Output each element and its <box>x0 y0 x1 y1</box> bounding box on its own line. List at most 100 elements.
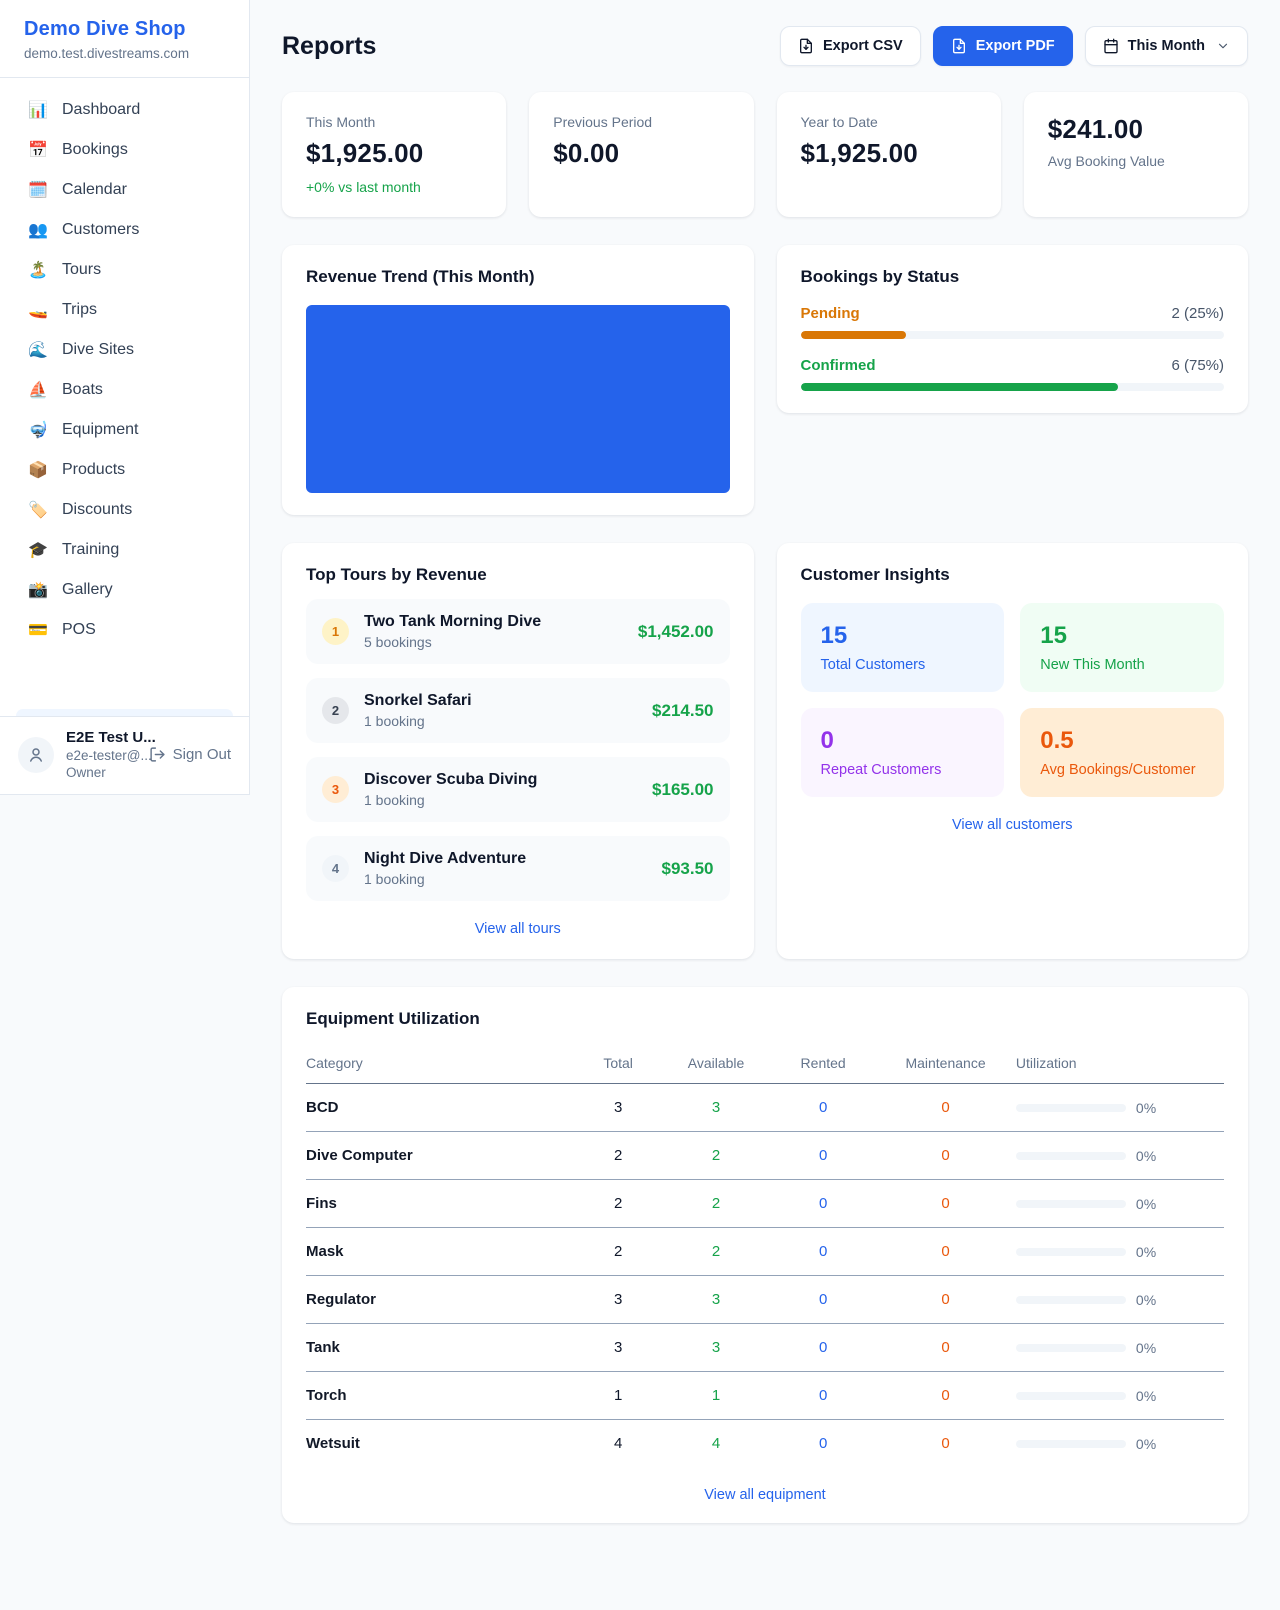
column-header-maintenance: Maintenance <box>905 1055 986 1071</box>
equipment-total: 3 <box>613 1099 623 1116</box>
equipment-total: 1 <box>613 1387 623 1404</box>
sidebar-item-customers[interactable]: 👥 Customers <box>16 210 233 250</box>
sidebar-item-equipment[interactable]: 🤿 Equipment <box>16 410 233 450</box>
equipment-total: 2 <box>613 1195 623 1212</box>
sidebar-item-label: Tours <box>62 261 102 278</box>
equipment-maintenance: 0 <box>941 1099 950 1116</box>
equipment-total: 4 <box>613 1435 623 1452</box>
sidebar-item-pos[interactable]: 💳 POS <box>16 610 233 650</box>
utilization-bar <box>1015 1343 1126 1352</box>
sidebar-item-gallery[interactable]: 📸 Gallery <box>16 570 233 610</box>
tour-revenue: $1,452.00 <box>637 621 714 641</box>
sidebar-item-dashboard[interactable]: 📊 Dashboard <box>16 90 233 130</box>
sidebar-item-dive-sites[interactable]: 🌊 Dive Sites <box>16 330 233 370</box>
table-row: Wetsuit 4 4 0 0 0% <box>306 1420 1224 1467</box>
view-all-equipment-link[interactable]: View all equipment <box>704 1487 826 1503</box>
stats-row: This Month $1,925.00 +0% vs last month P… <box>282 92 1248 217</box>
graduation-cap-icon: 🎓 <box>28 542 48 559</box>
equipment-rented: 0 <box>818 1435 828 1452</box>
sidebar-nav: 📊 Dashboard 📅 Bookings 🗓️ Calendar 👥 Custome… <box>0 78 249 716</box>
status-row-pending: Pending 2 (25%) <box>800 305 1224 339</box>
sidebar-item-boats[interactable]: ⛵ Boats <box>16 370 233 410</box>
customer-insights-card: Customer Insights 15 Total Customers 15 … <box>776 543 1248 959</box>
tour-name: Night Dive Adventure <box>364 850 527 867</box>
equipment-category: Mask <box>306 1243 344 1260</box>
view-all-tours-link[interactable]: View all tours <box>474 921 561 937</box>
sidebar-item-label: Dashboard <box>62 101 141 118</box>
equipment-available: 3 <box>711 1339 721 1356</box>
calendar-icon: 🗓️ <box>28 182 48 199</box>
equipment-maintenance: 0 <box>941 1147 950 1164</box>
equipment-category: Wetsuit <box>306 1435 360 1452</box>
sidebar-item-label: Products <box>62 461 126 478</box>
user-meta: E2E Test U... e2e-tester@... Owner <box>66 729 156 780</box>
sign-out-button[interactable]: Sign Out <box>149 746 231 763</box>
sidebar-item-bookings[interactable]: 📅 Bookings <box>16 130 233 170</box>
insight-tile-2: 0 Repeat Customers <box>800 708 1005 797</box>
equipment-utilization-cell: 0% <box>1015 1100 1224 1116</box>
stat-label: This Month <box>306 114 376 130</box>
revenue-trend-title: Revenue Trend (This Month) <box>306 267 535 286</box>
export-pdf-button[interactable]: Export PDF <box>932 26 1073 66</box>
export-csv-label: Export CSV <box>822 38 903 54</box>
sidebar-item-active-partial[interactable] <box>16 709 233 716</box>
bookings-by-status-title: Bookings by Status <box>800 267 960 286</box>
bookings-by-status-card: Bookings by Status Pending 2 (25%) Confi… <box>776 245 1248 413</box>
table-row: Tank 3 3 0 0 0% <box>306 1324 1224 1372</box>
equipment-total: 3 <box>613 1291 623 1308</box>
equipment-available: 3 <box>711 1291 721 1308</box>
sidebar-item-label: Dive Sites <box>62 341 135 358</box>
utilization-bar <box>1015 1199 1126 1208</box>
equipment-utilization-cell: 0% <box>1015 1195 1224 1212</box>
sidebar-item-calendar[interactable]: 🗓️ Calendar <box>16 170 233 210</box>
utilization-bar <box>1015 1295 1126 1304</box>
file-download-icon <box>952 38 965 54</box>
package-icon: 📦 <box>28 462 48 479</box>
view-all-customers-link[interactable]: View all customers <box>951 817 1073 833</box>
revenue-trend-card: Revenue Trend (This Month) <box>282 245 754 515</box>
stat-value: $0.00 <box>553 138 620 168</box>
sidebar-item-label: Gallery <box>62 581 113 598</box>
stat-label: Previous Period <box>553 114 653 130</box>
sidebar-item-discounts[interactable]: 🏷️ Discounts <box>16 490 233 530</box>
user-email: e2e-tester@... <box>66 748 152 763</box>
sidebar-item-label: Boats <box>62 381 103 398</box>
utilization-percent: 0% <box>1135 1195 1157 1212</box>
insight-value: 0.5 <box>1040 727 1074 754</box>
equipment-available: 1 <box>711 1387 721 1404</box>
user-section: E2E Test U... e2e-tester@... Owner Sign … <box>0 716 249 794</box>
insight-label: Repeat Customers <box>820 762 942 778</box>
sidebar-item-products[interactable]: 📦 Products <box>16 450 233 490</box>
insight-tile-1: 15 New This Month <box>1020 603 1224 692</box>
header-actions: Export CSV Export PDF This Month <box>779 26 1248 66</box>
insight-tile-3: 0.5 Avg Bookings/Customer <box>1020 708 1224 797</box>
utilization-percent: 0% <box>1135 1147 1157 1164</box>
period-select-button[interactable]: This Month <box>1084 26 1248 66</box>
utilization-percent: 0% <box>1135 1387 1157 1404</box>
sidebar-item-training[interactable]: 🎓 Training <box>16 530 233 570</box>
stat-card-avg-booking-value: $241.00 Avg Booking Value <box>1023 92 1248 217</box>
status-label-0: Pending <box>800 305 860 322</box>
column-header-rented: Rented <box>800 1055 846 1071</box>
stat-card-this-month: This Month $1,925.00 +0% vs last month <box>282 92 507 217</box>
sidebar-item-trips[interactable]: 🚤 Trips <box>16 290 233 330</box>
utilization-bar <box>1015 1103 1126 1112</box>
bookings-calendar-icon: 📅 <box>28 142 48 159</box>
equipment-category: Fins <box>306 1195 337 1212</box>
stat-label: Avg Booking Value <box>1047 153 1165 169</box>
tour-name: Snorkel Safari <box>364 692 472 709</box>
equipment-available: 2 <box>711 1195 721 1212</box>
equipment-utilization-cell: 0% <box>1015 1436 1224 1452</box>
insight-tile-0: 15 Total Customers <box>800 603 1005 692</box>
equipment-rented: 0 <box>818 1339 828 1356</box>
equipment-utilization-card: Equipment Utilization Category Total Ava… <box>282 987 1248 1523</box>
utilization-percent: 0% <box>1135 1339 1157 1356</box>
sidebar-item-label: POS <box>62 621 96 638</box>
tour-name: Two Tank Morning Dive <box>364 613 542 630</box>
dashboard-icon: 📊 <box>28 102 48 119</box>
export-csv-button[interactable]: Export CSV <box>779 26 921 66</box>
column-header-utilization: Utilization <box>1015 1055 1077 1071</box>
sidebar-item-tours[interactable]: 🏝️ Tours <box>16 250 233 290</box>
brand-name[interactable]: Demo Dive Shop <box>24 18 186 40</box>
sidebar: Demo Dive Shop demo.test.divestreams.com… <box>0 0 250 795</box>
